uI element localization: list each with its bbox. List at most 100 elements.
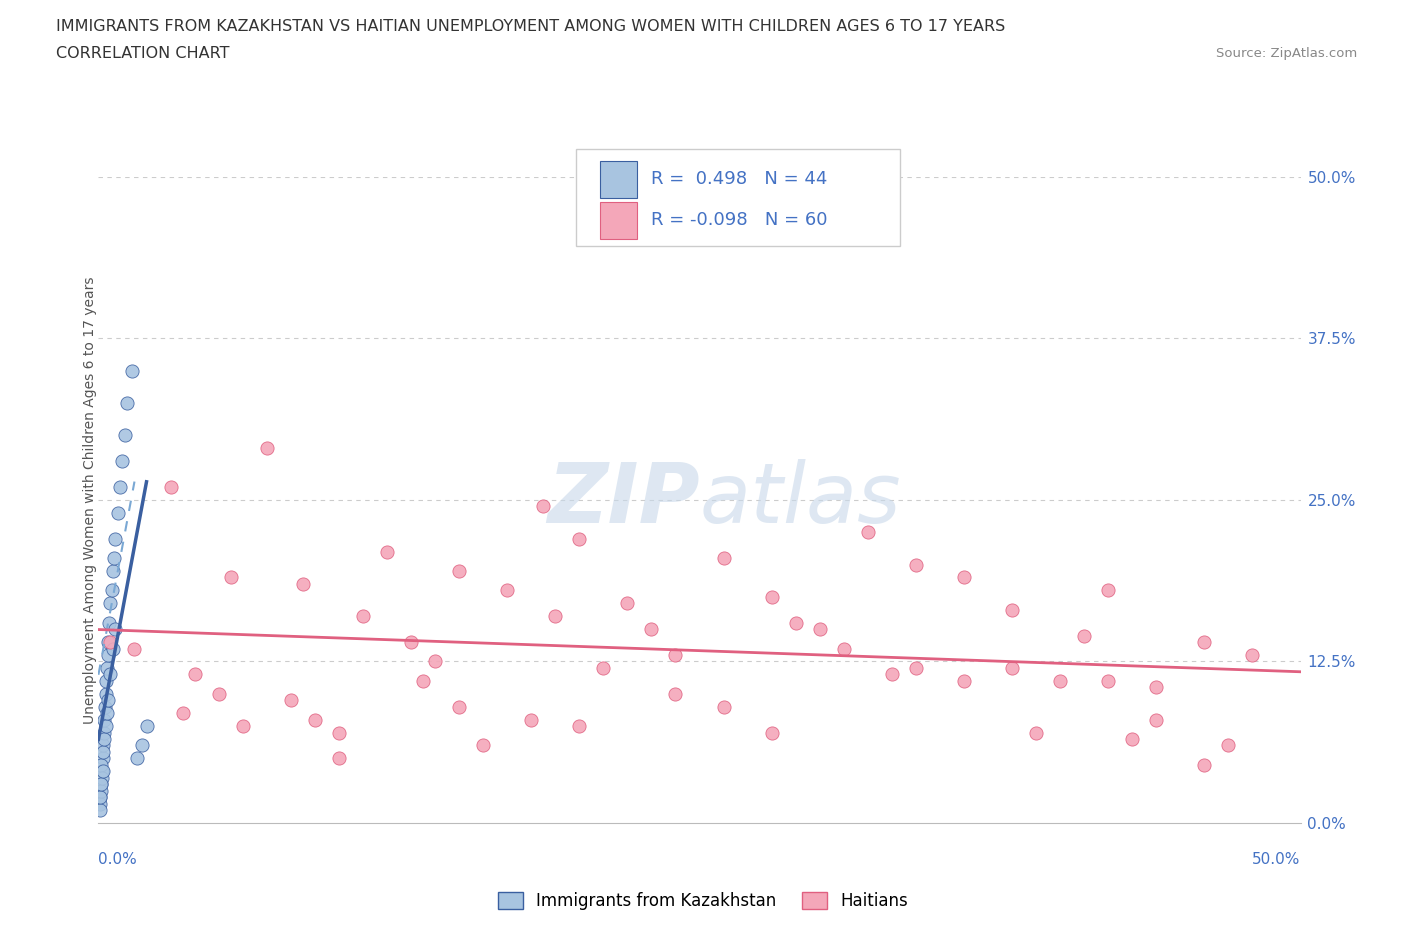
Point bbox=[761, 590, 783, 604]
Point bbox=[1001, 660, 1024, 675]
Point bbox=[96, 706, 118, 721]
Point bbox=[640, 622, 662, 637]
Point bbox=[1241, 647, 1264, 662]
Point bbox=[94, 719, 117, 734]
Point bbox=[1097, 673, 1119, 688]
Point bbox=[352, 609, 374, 624]
Point bbox=[104, 622, 127, 637]
Text: ZIP: ZIP bbox=[547, 459, 700, 540]
Point bbox=[1194, 757, 1216, 772]
Point bbox=[761, 725, 783, 740]
Point bbox=[375, 544, 398, 559]
Point bbox=[111, 454, 134, 469]
Point bbox=[117, 395, 139, 410]
Point bbox=[1218, 738, 1240, 753]
Point bbox=[328, 751, 350, 766]
Point bbox=[91, 738, 114, 753]
Point bbox=[496, 583, 519, 598]
Point bbox=[101, 564, 124, 578]
Point bbox=[568, 719, 591, 734]
Point bbox=[93, 712, 115, 727]
Point bbox=[107, 505, 129, 520]
Point bbox=[616, 596, 638, 611]
Point bbox=[447, 699, 470, 714]
Point bbox=[91, 764, 114, 778]
Point bbox=[1073, 628, 1095, 643]
Point bbox=[399, 634, 422, 649]
Point bbox=[1194, 634, 1216, 649]
Point bbox=[100, 596, 122, 611]
Point bbox=[219, 570, 242, 585]
Point bbox=[1049, 673, 1071, 688]
Text: 0.0%: 0.0% bbox=[98, 852, 138, 867]
Point bbox=[256, 441, 278, 456]
Point bbox=[1097, 583, 1119, 598]
Text: atlas: atlas bbox=[700, 459, 901, 540]
Point bbox=[159, 480, 181, 495]
Point bbox=[97, 693, 120, 708]
Legend: Immigrants from Kazakhstan, Haitians: Immigrants from Kazakhstan, Haitians bbox=[492, 885, 914, 917]
Text: R = -0.098   N = 60: R = -0.098 N = 60 bbox=[651, 211, 828, 230]
Point bbox=[423, 654, 446, 669]
Point bbox=[91, 770, 114, 785]
Point bbox=[103, 551, 125, 565]
Point bbox=[96, 660, 118, 675]
Point bbox=[89, 796, 111, 811]
Point bbox=[121, 364, 143, 379]
Point bbox=[880, 667, 903, 682]
Point bbox=[131, 738, 153, 753]
Point bbox=[101, 641, 124, 656]
Point bbox=[447, 564, 470, 578]
Point bbox=[592, 660, 614, 675]
Point bbox=[100, 634, 122, 649]
Point bbox=[904, 557, 927, 572]
Point bbox=[94, 699, 117, 714]
Point bbox=[904, 660, 927, 675]
Text: Source: ZipAtlas.com: Source: ZipAtlas.com bbox=[1216, 46, 1357, 60]
Point bbox=[91, 751, 114, 766]
Text: IMMIGRANTS FROM KAZAKHSTAN VS HAITIAN UNEMPLOYMENT AMONG WOMEN WITH CHILDREN AGE: IMMIGRANTS FROM KAZAKHSTAN VS HAITIAN UN… bbox=[56, 19, 1005, 33]
Point bbox=[124, 641, 146, 656]
Point bbox=[183, 667, 205, 682]
Point bbox=[1001, 603, 1024, 618]
Point bbox=[90, 757, 112, 772]
Point bbox=[90, 783, 112, 798]
Point bbox=[91, 745, 114, 760]
Point bbox=[304, 712, 326, 727]
Point bbox=[232, 719, 254, 734]
Point bbox=[953, 673, 976, 688]
Point bbox=[520, 712, 543, 727]
Point bbox=[93, 732, 115, 747]
Point bbox=[208, 686, 231, 701]
Text: R =  0.498   N = 44: R = 0.498 N = 44 bbox=[651, 170, 827, 189]
Point bbox=[96, 647, 118, 662]
Point bbox=[412, 673, 434, 688]
Point bbox=[808, 622, 831, 637]
Point bbox=[114, 428, 136, 443]
Point bbox=[280, 693, 302, 708]
Point bbox=[125, 751, 148, 766]
Point bbox=[713, 551, 735, 565]
Point bbox=[91, 764, 114, 778]
Point bbox=[94, 686, 117, 701]
Point bbox=[544, 609, 567, 624]
Y-axis label: Unemployment Among Women with Children Ages 6 to 17 years: Unemployment Among Women with Children A… bbox=[83, 276, 97, 724]
Point bbox=[97, 634, 120, 649]
Point bbox=[93, 725, 115, 740]
Point bbox=[94, 673, 117, 688]
Point bbox=[89, 790, 111, 804]
Point bbox=[100, 583, 122, 598]
Text: CORRELATION CHART: CORRELATION CHART bbox=[56, 46, 229, 61]
Point bbox=[291, 577, 314, 591]
Point bbox=[100, 667, 122, 682]
Point bbox=[98, 616, 121, 631]
Point bbox=[953, 570, 976, 585]
Point bbox=[172, 706, 194, 721]
Point bbox=[1144, 712, 1167, 727]
Point bbox=[135, 719, 157, 734]
Point bbox=[90, 777, 112, 791]
Point bbox=[108, 480, 131, 495]
Text: 50.0%: 50.0% bbox=[1253, 852, 1301, 867]
Point bbox=[832, 641, 855, 656]
Point bbox=[1121, 732, 1143, 747]
